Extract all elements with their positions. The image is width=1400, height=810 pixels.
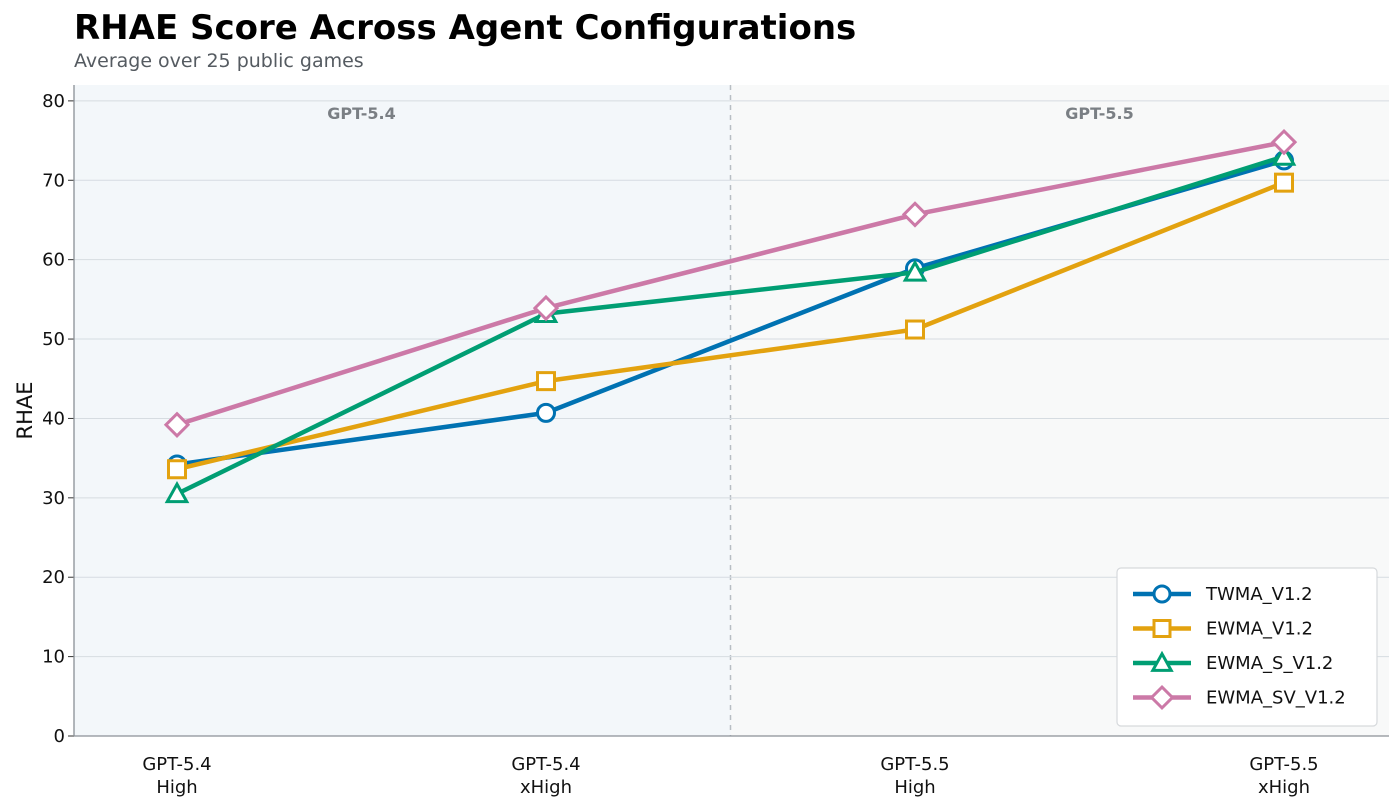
legend: TWMA_V1.2 EWMA_V1.2 EWMA_S_V1.2 EWMA_SV_V1.…: [1116, 567, 1378, 727]
data-point: [1274, 172, 1294, 193]
series-lines: [163, 128, 1298, 504]
legend-label: EWMA_SV_V1.2: [1206, 688, 1346, 709]
data-point: [532, 294, 560, 322]
y-tick-label: 40: [42, 408, 65, 429]
data-point: [1270, 128, 1298, 156]
data-point: [536, 371, 556, 392]
y-tick-label: 30: [42, 488, 65, 509]
y-axis-label: RHAE: [13, 381, 37, 439]
y-tick-label: 50: [42, 329, 65, 350]
data-point: [167, 459, 187, 480]
y-tick-label: 20: [42, 567, 65, 588]
data-point: [902, 259, 928, 282]
x-tick-label: GPT-5.5 High: [880, 754, 949, 798]
data-point: [1271, 143, 1297, 166]
group-labels: GPT-5.4 GPT-5.5: [327, 104, 1133, 123]
series-line: [174, 154, 1287, 497]
y-tick-label: 70: [42, 170, 65, 191]
y-tick-label: 80: [42, 91, 65, 112]
series-line: [174, 180, 1287, 472]
y-tick-label: 0: [54, 726, 65, 747]
legend-label: TWMA_V1.2: [1205, 584, 1313, 605]
chart-title: RHAE Score Across Agent Configurations: [74, 8, 857, 48]
legend-entry: EWMA_S_V1.2: [1133, 650, 1333, 674]
group-label: GPT-5.4: [327, 104, 395, 123]
legend-box: [1116, 567, 1378, 727]
legend-label: EWMA_S_V1.2: [1206, 653, 1333, 674]
data-point: [536, 402, 556, 423]
y-tick-label: 10: [42, 647, 65, 668]
legend-marker: [1152, 584, 1172, 604]
data-point: [905, 319, 925, 340]
legend-entry: EWMA_V1.2: [1133, 619, 1313, 640]
legend-label: EWMA_V1.2: [1206, 619, 1313, 640]
group-backgrounds: [74, 85, 1389, 736]
data-point: [164, 480, 190, 504]
series-line: [174, 139, 1287, 428]
x-tick-label: GPT-5.4 xHigh: [511, 754, 580, 798]
y-tick-label: 60: [42, 250, 65, 271]
legend-marker: [1152, 619, 1172, 638]
data-point: [901, 201, 929, 228]
legend-entry: TWMA_V1.2: [1133, 584, 1313, 605]
x-tick-label: GPT-5.5 xHigh: [1249, 754, 1318, 798]
axes: 0 10 20 30 40 50 60 70 80 RHAE GPT-5.4 High GPT-5.4 x…: [13, 85, 1389, 798]
x-tick-label: GPT-5.4 High: [142, 754, 211, 798]
series-ewma-sv-v1.2: [163, 128, 1298, 438]
legend-marker: [1150, 650, 1174, 672]
group-background-1: [74, 85, 731, 736]
chart-subtitle: Average over 25 public games: [74, 50, 364, 72]
legend-entry: EWMA_SV_V1.2: [1133, 684, 1346, 711]
data-point: [163, 411, 191, 438]
series-ewma-v1.2: [167, 172, 1294, 480]
legend-marker: [1149, 684, 1175, 711]
group-label: GPT-5.5: [1065, 104, 1133, 123]
